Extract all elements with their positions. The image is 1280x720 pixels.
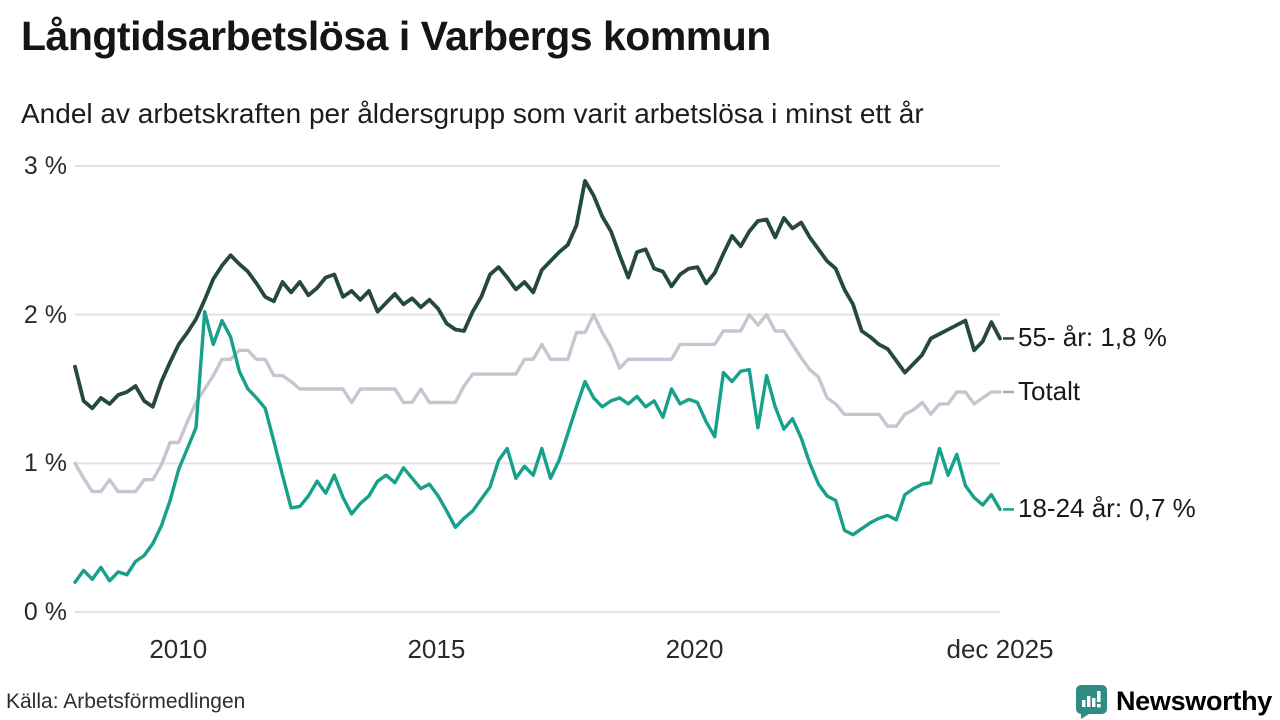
- newsworthy-logo: Newsworthy: [1074, 682, 1272, 720]
- series-line-18-24år: [73, 310, 1002, 584]
- x-axis-tick-label: 2010: [149, 634, 208, 664]
- chart-title: Långtidsarbetslösa i Varbergs kommun: [21, 13, 771, 59]
- y-axis-tick-label: 0 %: [23, 598, 67, 626]
- x-axis-tick-label: dec 2025: [946, 634, 1054, 664]
- newsworthy-wordmark: Newsworthy: [1115, 685, 1272, 716]
- series-line-55-år: [73, 178, 1002, 411]
- series-end-label-totalt: Totalt: [1018, 375, 1081, 406]
- x-axis-tick-label: 2020: [665, 634, 724, 664]
- newsworthy-icon: [1075, 685, 1107, 719]
- series-end-label-18-24: 18-24 år: 0,7 %: [1018, 493, 1196, 524]
- x-axis-tick-label: 2015: [407, 634, 466, 664]
- y-axis-tick-label: 3 %: [23, 152, 67, 180]
- series-line-Totalt: [73, 313, 1002, 494]
- y-axis-tick-label: 1 %: [23, 449, 67, 478]
- source-note: Källa: Arbetsförmedlingen: [6, 690, 246, 713]
- chart-subtitle: Andel av arbetskraften per åldersgrupp s…: [21, 98, 924, 129]
- y-axis-tick-label: 2 %: [23, 300, 67, 329]
- series-end-label-55: 55- år: 1,8 %: [1018, 322, 1167, 353]
